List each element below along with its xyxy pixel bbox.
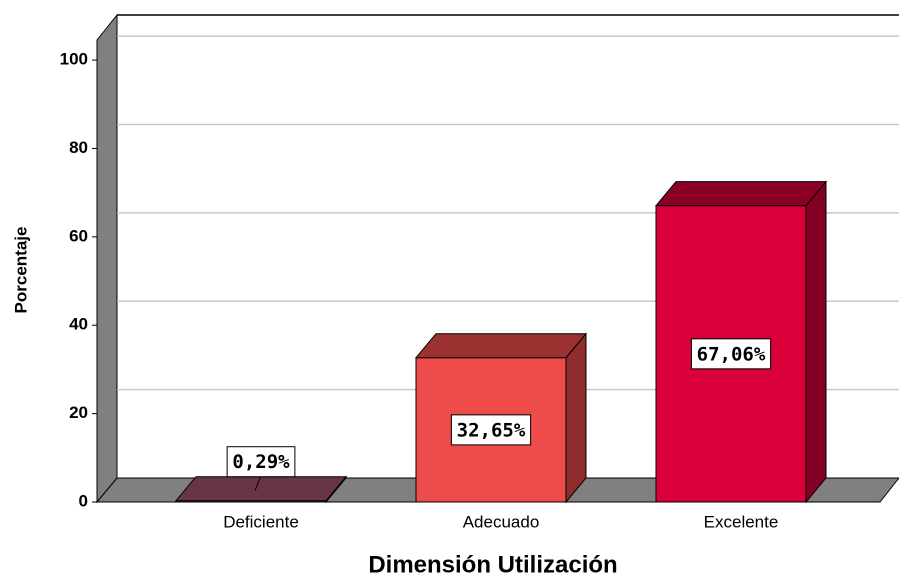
x-tick-label: Deficiente (223, 512, 299, 531)
bar-side (805, 180, 827, 504)
y-tick-label: 60 (69, 226, 88, 245)
label-box (690, 338, 772, 370)
y-tick-label: 0 (79, 491, 88, 510)
bar-top (174, 476, 348, 502)
label-box (450, 414, 532, 446)
x-tick-label: Excelente (704, 512, 779, 531)
label-leader (254, 475, 262, 491)
bar-top (654, 181, 828, 207)
bar-top (414, 333, 588, 359)
value-label: 67,06% (697, 343, 766, 365)
y-tick-label: 80 (69, 138, 88, 157)
y-axis-label: Porcentaje (11, 227, 30, 314)
y-tick-label: 20 (69, 403, 88, 422)
x-tick-label: Adecuado (463, 512, 540, 531)
left-wall (96, 13, 118, 504)
x-axis-label: Dimensión Utilización (368, 551, 617, 578)
value-label: 32,65% (457, 419, 526, 441)
value-label: 0,29% (232, 451, 290, 473)
label-box (226, 446, 296, 478)
bars: 0,29% 32,65% 67,06% (174, 180, 828, 504)
y-tick-label: 100 (60, 50, 88, 69)
y-tick-label: 40 (69, 315, 88, 334)
bar-side (565, 332, 587, 504)
